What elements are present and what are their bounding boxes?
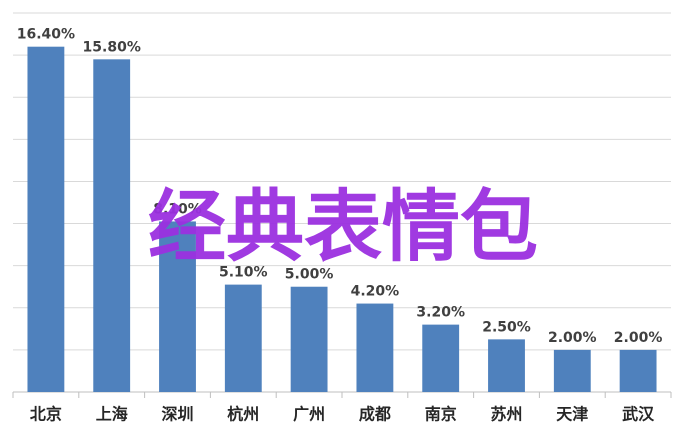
value-label: 4.20% [351,284,400,300]
value-label: 2.50% [482,319,531,335]
x-tick-label: 杭州 [227,405,259,424]
x-tick-label: 成都 [359,405,391,424]
x-tick-label: 武汉 [622,405,655,424]
value-label: 5.10% [219,265,268,281]
value-label: 15.80% [83,39,141,55]
bar [224,284,262,392]
value-label: 16.40% [17,27,75,43]
value-label: 3.20% [416,305,465,321]
bar [553,349,591,392]
bar [619,349,657,392]
bar [93,59,131,392]
x-tick-label: 南京 [425,405,457,424]
bar [159,221,196,392]
bar [27,46,65,392]
value-label: 5.00% [285,267,334,283]
x-tick-label: 天津 [556,405,588,424]
value-label: 2.00% [614,330,663,346]
bar [422,324,460,392]
bar [356,303,394,392]
bar [290,286,328,392]
bar [488,339,525,392]
x-tick-label: 苏州 [490,405,522,424]
value-label: 2.00% [548,330,597,346]
value-label: 8.10% [153,201,202,217]
x-tick-label: 北京 [30,405,62,424]
watermark: 经典表情包 [148,182,538,272]
x-tick-label: 广州 [293,405,325,424]
x-tick-label: 上海 [96,405,128,424]
x-tick-label: 深圳 [161,405,193,424]
